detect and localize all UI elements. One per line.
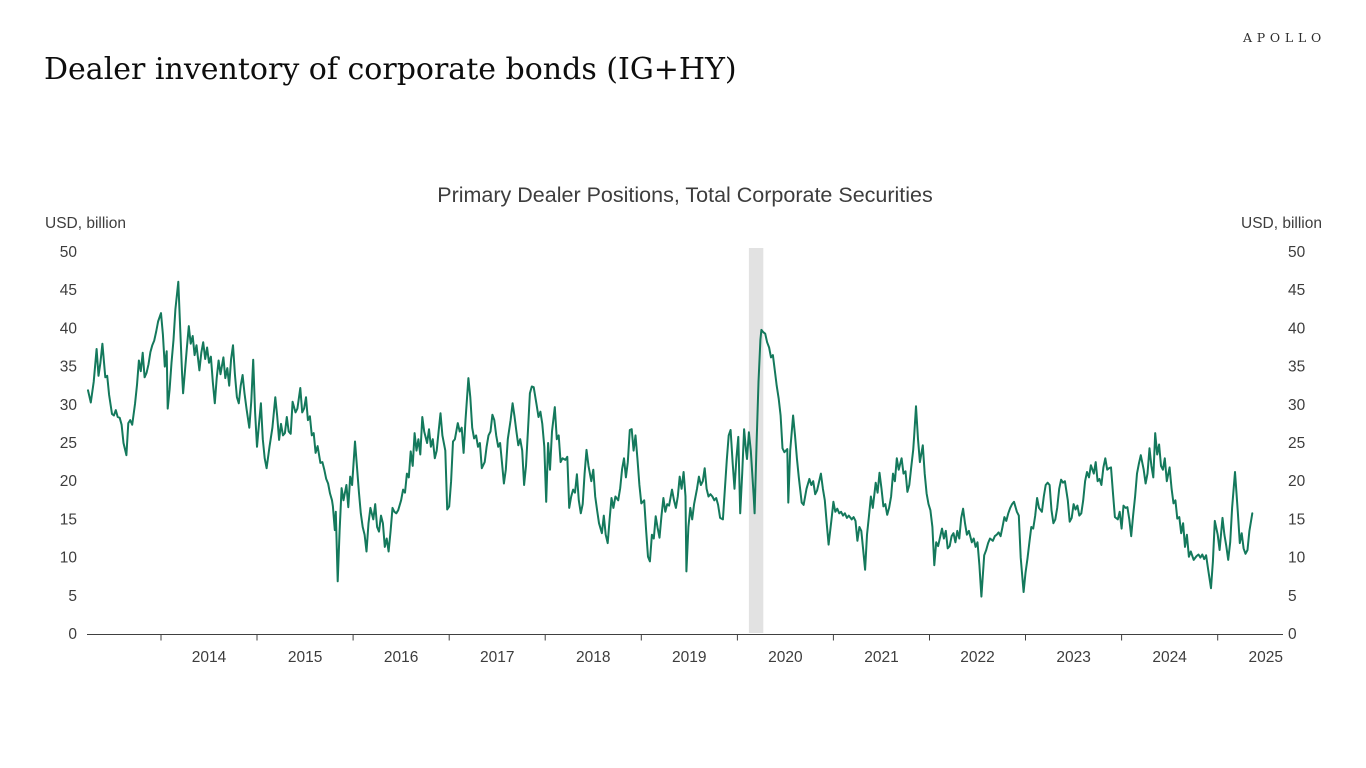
- y-tick-label-left: 40: [60, 320, 78, 337]
- y-tick-label-right: 50: [1288, 244, 1306, 261]
- y-tick-label-right: 10: [1288, 550, 1306, 567]
- y-tick-label-right: 15: [1288, 511, 1305, 528]
- x-tick-label: 2019: [672, 649, 706, 666]
- y-tick-label-right: 20: [1288, 473, 1306, 490]
- x-tick-label: 2023: [1056, 649, 1090, 666]
- x-tick-label: 2020: [768, 649, 803, 666]
- y-tick-label-left: 5: [68, 588, 77, 605]
- y-tick-label-left: 10: [60, 550, 78, 567]
- y-tick-label-right: 40: [1288, 320, 1306, 337]
- x-tick-label: 2014: [192, 649, 227, 666]
- x-tick-label: 2021: [864, 649, 898, 666]
- page-title: Dealer inventory of corporate bonds (IG+…: [44, 52, 737, 87]
- y-tick-label-right: 5: [1288, 588, 1297, 605]
- apollo-logo: APOLLO: [1242, 30, 1326, 45]
- y-tick-label-right: 30: [1288, 397, 1306, 414]
- x-tick-label: 2017: [480, 649, 514, 666]
- y-tick-label-right: 0: [1288, 626, 1297, 643]
- data-line: [87, 280, 1254, 598]
- y-tick-label-left: 15: [60, 511, 77, 528]
- x-tick-label: 2025: [1248, 649, 1282, 666]
- y-tick-label-left: 0: [68, 626, 77, 643]
- y-tick-label-left: 45: [60, 282, 77, 299]
- y-tick-label-right: 45: [1288, 282, 1305, 299]
- y-tick-label-right: 25: [1288, 435, 1305, 452]
- y-tick-label-left: 20: [60, 473, 78, 490]
- y-axis-unit-right: USD, billion: [1241, 215, 1322, 232]
- x-tick-label: 2016: [384, 649, 418, 666]
- x-tick-label: 2024: [1152, 649, 1187, 666]
- y-tick-label-left: 30: [60, 397, 78, 414]
- y-tick-label-left: 50: [60, 244, 78, 261]
- x-tick-label: 2022: [960, 649, 994, 666]
- x-tick-label: 2018: [576, 649, 610, 666]
- x-tick-label: 2015: [288, 649, 322, 666]
- y-tick-label-right: 35: [1288, 359, 1305, 376]
- y-tick-label-left: 35: [60, 359, 77, 376]
- y-axis-unit-left: USD, billion: [45, 215, 126, 232]
- chart-title: Primary Dealer Positions, Total Corporat…: [437, 183, 933, 207]
- y-tick-label-left: 25: [60, 435, 77, 452]
